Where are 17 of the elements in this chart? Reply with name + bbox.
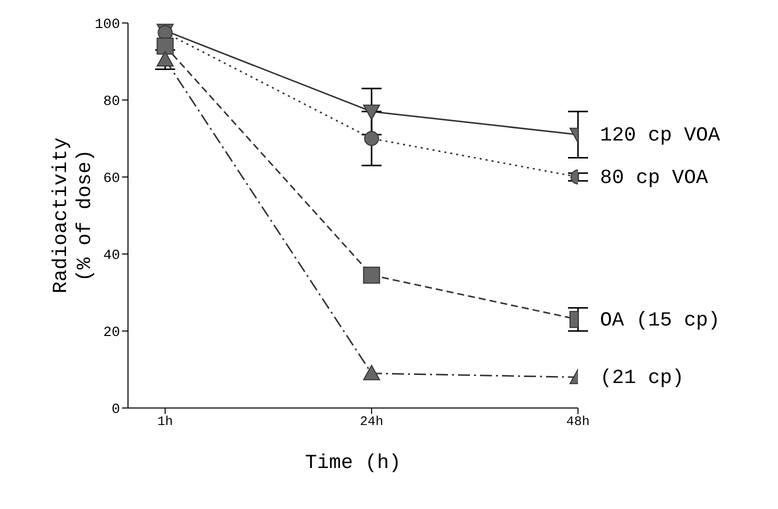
y-tick-label: 100 bbox=[94, 16, 120, 33]
y-tick-label: 20 bbox=[103, 324, 120, 341]
y-axis-title: Radioactivity (% of dose) bbox=[50, 137, 97, 294]
y-tick-label: 0 bbox=[112, 402, 120, 418]
series-label: 80 cp VOA bbox=[600, 167, 708, 190]
x-tick-label: 1h bbox=[157, 414, 173, 430]
x-axis-title: Time (h) bbox=[304, 452, 402, 475]
series-label: (21 cp) bbox=[600, 367, 684, 390]
y-tick-label: 80 bbox=[103, 94, 120, 110]
series-label: 120 cp VOA bbox=[600, 124, 720, 148]
series-label: OA (15 cp) bbox=[600, 309, 720, 332]
point bbox=[156, 38, 174, 55]
y-tick-label: 40 bbox=[103, 248, 120, 264]
point bbox=[156, 51, 174, 66]
y-tick-label: 60 bbox=[103, 170, 120, 187]
x-tick-label: 24h bbox=[360, 414, 384, 430]
x-tick-label: 48h bbox=[566, 414, 590, 430]
